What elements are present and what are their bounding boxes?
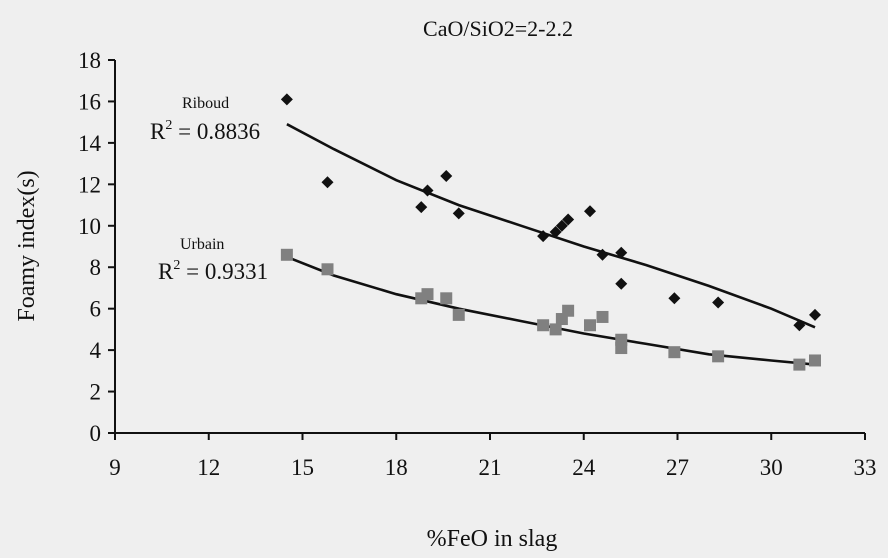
data-points [280, 93, 821, 371]
data-point-urbain [615, 333, 628, 346]
chart-title: CaO/SiO2=2-2.2 [423, 16, 573, 41]
data-point-urbain [712, 350, 725, 363]
r-squared-prefix: R [158, 259, 174, 284]
x-tick-label: 33 [854, 455, 877, 480]
y-tick-label: 4 [90, 338, 102, 363]
x-tick-label: 24 [572, 455, 596, 480]
data-point-riboud [415, 201, 428, 214]
data-point-urbain [549, 323, 562, 336]
series-label-riboud: Riboud [182, 95, 229, 112]
data-point-urbain [809, 354, 821, 367]
data-point-riboud [452, 207, 465, 220]
data-point-riboud [562, 213, 575, 226]
data-point-riboud [668, 292, 681, 305]
y-tick-label: 8 [90, 255, 102, 280]
data-point-urbain [440, 292, 453, 305]
y-tick-label: 0 [90, 421, 102, 446]
y-tick-label: 6 [90, 297, 102, 322]
r-squared-value: = 0.8836 [172, 119, 260, 144]
y-axis-label: Foamy index(s) [14, 170, 40, 321]
y-tick-label: 10 [78, 214, 101, 239]
trend-line-riboud [286, 123, 816, 329]
data-point-urbain [421, 288, 434, 301]
x-tick-label: 12 [197, 455, 220, 480]
data-point-riboud [615, 246, 628, 259]
data-point-riboud [440, 170, 453, 183]
data-point-riboud [280, 93, 293, 106]
data-point-riboud [596, 248, 609, 261]
data-point-riboud [712, 296, 725, 309]
data-point-riboud [537, 230, 550, 243]
data-point-riboud [555, 219, 568, 232]
x-tick-label: 15 [291, 455, 314, 480]
data-point-urbain [668, 346, 681, 359]
r-squared-prefix: R [150, 119, 166, 144]
data-point-urbain [596, 310, 609, 323]
x-tick-label: 9 [109, 455, 121, 480]
data-point-urbain [537, 319, 550, 332]
data-point-riboud [793, 319, 806, 332]
data-point-urbain [280, 248, 293, 261]
x-tick-label: 30 [760, 455, 783, 480]
r-squared-urbain: R2 = 0.9331 [158, 258, 268, 284]
r-squared-riboud: R2 = 0.8836 [150, 118, 260, 144]
data-point-urbain [321, 263, 334, 276]
r-squared-exponent: 2 [165, 118, 172, 133]
x-axis-label: %FeO in slag [427, 526, 558, 552]
x-tick-label: 21 [479, 455, 502, 480]
data-point-riboud [321, 176, 334, 189]
x-tick-label: 27 [666, 455, 689, 480]
data-point-riboud [549, 225, 562, 238]
data-point-urbain [562, 304, 575, 317]
data-point-urbain [584, 319, 596, 332]
data-point-riboud [584, 205, 596, 218]
series-label-urbain: Urbain [180, 236, 224, 253]
data-point-urbain [793, 358, 806, 371]
y-tick-label: 14 [78, 131, 102, 156]
data-point-riboud [809, 308, 821, 321]
y-tick-label: 16 [78, 89, 101, 114]
data-point-riboud [421, 184, 434, 197]
x-tick-label: 18 [385, 455, 408, 480]
y-tick-label: 2 [90, 380, 102, 405]
data-point-riboud [615, 277, 628, 290]
data-point-urbain [452, 308, 465, 321]
y-tick-label: 18 [78, 48, 101, 73]
r-squared-value: = 0.9331 [180, 259, 268, 284]
r-squared-exponent: 2 [173, 258, 180, 273]
y-tick-label: 12 [78, 172, 101, 197]
